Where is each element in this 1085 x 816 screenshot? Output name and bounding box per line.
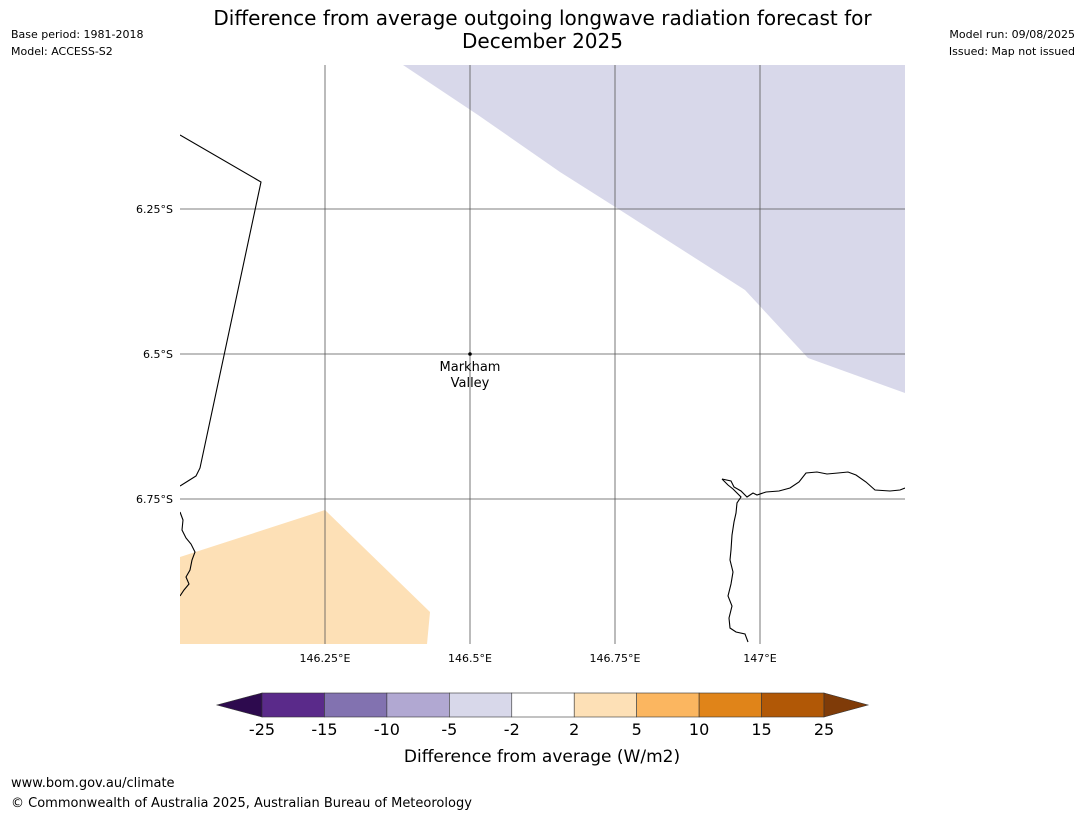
colorbar-tick-label: -2 xyxy=(504,720,520,739)
colorbar-segment xyxy=(261,692,325,718)
colorbar-tick-label: -15 xyxy=(311,720,337,739)
colorbar-segment xyxy=(324,692,388,718)
colorbar-tick-label: 15 xyxy=(751,720,771,739)
negative-anomaly-region xyxy=(403,65,905,393)
colorbar-tick-label: 10 xyxy=(689,720,709,739)
lon-label-146-25: 146.25°E xyxy=(300,652,351,665)
markham-valley-marker xyxy=(468,352,472,356)
colorbar-segment xyxy=(761,692,825,718)
title-line-2: December 2025 xyxy=(462,29,623,53)
colorbar-tick-label: 25 xyxy=(814,720,834,739)
footer-url: www.bom.gov.au/climate xyxy=(11,776,175,791)
header-right: Model run: 09/08/2025 Issued: Map not is… xyxy=(949,26,1075,60)
colorbar-segment xyxy=(449,692,513,718)
colorbar-extend-high xyxy=(823,692,870,718)
lon-label-147: 147°E xyxy=(743,652,776,665)
graticule xyxy=(180,65,905,644)
colorbar-tick-labels: -25 -15 -10 -5 -2 2 5 10 15 25 xyxy=(249,720,834,739)
header-left: Base period: 1981-2018 Model: ACCESS-S2 xyxy=(11,26,143,60)
colorbar xyxy=(215,692,870,718)
model-text: Model: ACCESS-S2 xyxy=(11,45,113,58)
boundary-line-west xyxy=(180,134,262,487)
model-run-text: Model run: 09/08/2025 xyxy=(949,28,1075,41)
lon-label-146-5: 146.5°E xyxy=(448,652,492,665)
colorbar-tick-label: 5 xyxy=(632,720,642,739)
colorbar-segment xyxy=(698,692,762,718)
footer-copyright: © Commonwealth of Australia 2025, Austra… xyxy=(11,796,472,811)
colorbar-segment xyxy=(636,692,700,718)
map-title: Difference from average outgoing longwav… xyxy=(0,7,1085,53)
longitude-labels: 146.25°E 146.5°E 146.75°E 147°E xyxy=(300,652,777,665)
latitude-labels: 6.25°S 6.5°S 6.75°S xyxy=(136,203,173,506)
place-label-line-2: Valley xyxy=(451,376,490,391)
colorbar-segment xyxy=(511,692,575,718)
coastlines xyxy=(180,134,905,643)
colorbar-segment xyxy=(386,692,450,718)
coastline-east xyxy=(721,471,905,498)
colorbar-extend-low xyxy=(215,692,263,718)
coastline-west xyxy=(180,511,196,597)
lat-label-6-25: 6.25°S xyxy=(136,203,173,216)
title-line-1: Difference from average outgoing longwav… xyxy=(213,6,872,30)
positive-anomaly-region xyxy=(180,510,430,644)
colorbar-tick-label: -25 xyxy=(249,720,275,739)
colorbar-tick-label: -5 xyxy=(441,720,457,739)
lat-label-6-75: 6.75°S xyxy=(136,493,173,506)
colorbar-tick-label: 2 xyxy=(569,720,579,739)
colorbar-segment xyxy=(573,692,637,718)
colorbar-tick-label: -10 xyxy=(374,720,400,739)
coastline-east-south xyxy=(721,478,749,643)
place-label-line-1: Markham xyxy=(440,360,501,375)
issued-text: Issued: Map not issued xyxy=(948,45,1075,58)
base-period-text: Base period: 1981-2018 xyxy=(11,28,144,41)
map-area: Markham Valley xyxy=(180,65,905,644)
footer: www.bom.gov.au/climate © Commonwealth of… xyxy=(11,774,472,814)
lon-label-146-75: 146.75°E xyxy=(590,652,641,665)
lat-label-6-5: 6.5°S xyxy=(143,348,173,361)
colorbar-title: Difference from average (W/m2) xyxy=(404,747,680,767)
